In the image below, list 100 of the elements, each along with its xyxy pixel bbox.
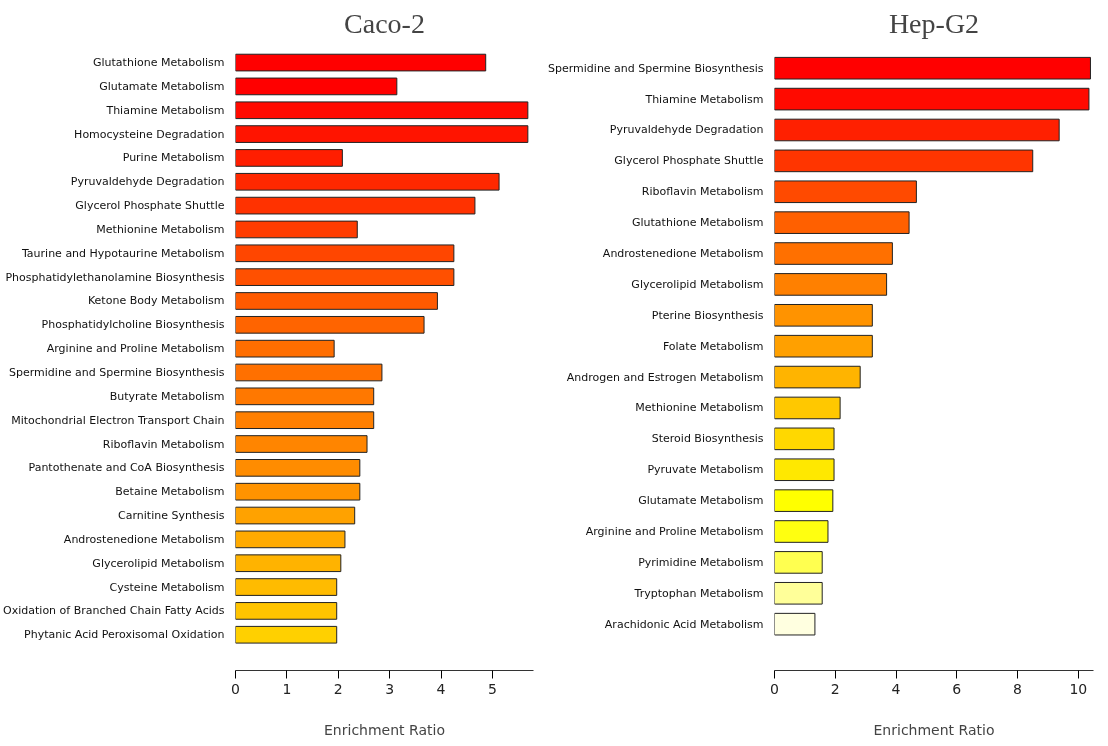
bar [235,387,375,406]
y-tick-label: Steroid Biosynthesis [651,432,764,446]
bar [235,268,455,286]
y-tick-label: Glycerolipid Metabolism [631,277,764,291]
y-tick-label: Methionine Metabolism [635,401,764,415]
bar [235,315,425,334]
bar [774,520,829,543]
bar [774,612,816,636]
bar [774,149,1034,173]
bar [235,77,398,96]
y-tick-label: Pyruvaldehyde Degradation [70,175,225,189]
y-tick-label: Ketone Body Metabolism [87,294,225,308]
bar [774,303,873,327]
bar [235,244,455,263]
x-axis-title: Enrichment Ratio [324,721,445,738]
y-tick-label: Spermidine and Spermine Biosynthesis [9,366,225,379]
y-tick-label: Glycerolipid Metabolism [92,556,225,570]
bar [774,458,835,482]
y-tick-label: Phosphatidylethanolamine Biosynthesis [5,270,225,284]
x-tick-label: 5 [487,680,497,697]
bar [235,625,338,644]
y-tick-label: Arginine and Proline Metabolism [585,525,764,539]
bar [235,602,338,620]
x-tick-label: 0 [770,680,779,697]
y-tick-label: Phytanic Acid Peroxisomal Oxidation [24,628,225,642]
y-tick-label: Androgen and Estrogen Metabolism [566,370,764,384]
chart-title: Caco-2 [344,7,425,39]
x-tick-label: 3 [385,680,395,697]
y-tick-label: Betaine Metabolism [115,485,225,499]
y-tick-label: Butyrate Metabolism [109,389,225,403]
y-tick-label: Spermidine and Spermine Biosynthesis [548,61,764,75]
y-tick-label: Glycerol Phosphate Shuttle [75,199,225,213]
y-tick-label: Carnitine Synthesis [118,509,225,523]
bar [774,180,917,204]
y-tick-label: Pyruvate Metabolism [647,463,764,477]
y-tick-label: Pterine Biosynthesis [651,308,764,322]
y-tick-label: Phosphatidylcholine Biosynthesis [41,318,225,332]
bar [235,53,487,72]
y-tick-label: Tryptophan Metabolism [633,586,764,600]
y-tick-label: Purine Metabolism [122,151,225,165]
bar [235,482,361,501]
bar [774,118,1060,142]
x-tick-label: 4 [436,680,446,697]
y-tick-label: Homocysteine Degradation [74,127,225,141]
y-tick-label: Glycerol Phosphate Shuttle [614,154,764,168]
y-tick-label: Arachidonic Acid Metabolism [604,617,764,631]
y-tick-label: Glutamate Metabolism [638,494,764,508]
bar [235,578,338,596]
y-tick-label: Thiamine Metabolism [105,103,225,117]
bar [774,56,1091,80]
bar [235,196,476,215]
x-tick-label: 2 [830,680,840,697]
y-tick-label: Taurine and Hypotaurine Metabolism [20,246,225,260]
y-tick-label: Cysteine Metabolism [109,580,225,594]
y-tick-label: Riboflavin Metabolism [102,437,225,451]
y-tick-label: Pyrimidine Metabolism [638,555,764,569]
bar [235,435,368,453]
bar [774,334,873,358]
y-tick-label: Pantothenate and CoA Biosynthesis [28,461,225,475]
bar [235,506,356,525]
bar [235,149,343,167]
y-tick-label: Arginine and Proline Metabolism [46,342,225,356]
bar [235,125,529,143]
y-tick-label: Riboflavin Metabolism [641,185,764,199]
bar [235,530,346,549]
y-tick-label: Androstenedione Metabolism [63,532,225,546]
bar [774,242,893,265]
bar [235,411,375,430]
bar [235,339,335,358]
bar [235,172,500,191]
y-tick-label: Methionine Metabolism [96,222,225,236]
y-tick-label: Mitochondrial Electron Transport Chain [11,413,225,427]
bar [235,363,383,382]
bar [774,551,823,574]
y-tick-label: Oxidation of Branched Chain Fatty Acids [3,604,225,618]
bar [774,427,835,451]
y-tick-label: Glutathione Metabolism [632,216,764,230]
y-tick-label: Thiamine Metabolism [644,92,764,106]
x-axis-title: Enrichment Ratio [873,721,995,738]
y-tick-label: Pyruvaldehyde Degradation [609,123,764,137]
x-tick-label: 0 [231,680,240,697]
y-tick-label: Androstenedione Metabolism [602,247,764,261]
chart-title: Hep-G2 [888,7,980,39]
x-tick-label: 8 [1013,680,1023,697]
bar [774,365,861,389]
x-tick-label: 6 [952,680,962,697]
bar [235,554,342,573]
bar [774,396,841,420]
y-tick-label: Glutamate Metabolism [99,79,225,93]
bar [235,220,358,239]
bar [235,292,438,310]
bar [235,459,361,477]
y-tick-label: Glutathione Metabolism [93,56,225,70]
x-tick-label: 10 [1069,680,1088,697]
bar [235,101,529,120]
bar [774,87,1090,111]
x-tick-label: 1 [282,680,292,697]
bar [774,581,823,605]
y-tick-label: Folate Metabolism [662,339,764,353]
x-tick-label: 4 [891,680,901,697]
